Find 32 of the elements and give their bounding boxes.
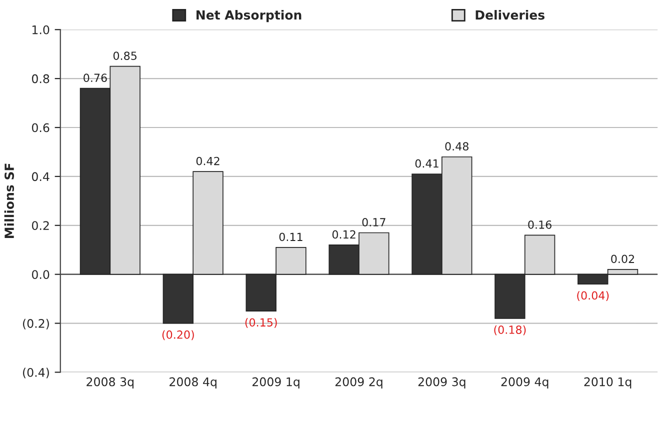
y-tick-label: 0.4 bbox=[32, 172, 50, 182]
data-label: 0.76 bbox=[84, 74, 107, 82]
y-tick-label: 0.8 bbox=[32, 74, 50, 84]
y-tick-label: 0.6 bbox=[32, 123, 50, 132]
data-label: 0.48 bbox=[445, 142, 468, 151]
y-tick-label: (0.4) bbox=[23, 368, 49, 378]
data-label: 0.16 bbox=[528, 220, 552, 229]
data-label: 0.42 bbox=[196, 156, 220, 166]
y-tick-label: 0.0 bbox=[32, 270, 50, 279]
data-label: (0.04) bbox=[577, 291, 609, 301]
data-label: 0.17 bbox=[362, 218, 386, 226]
data-label: 0.41 bbox=[415, 159, 438, 168]
y-axis-title: Millions SF bbox=[4, 164, 14, 238]
legend-label: Net Absorption bbox=[196, 10, 302, 22]
data-label: (0.20) bbox=[162, 330, 194, 340]
data-label: 0.85 bbox=[113, 52, 136, 60]
data-label: (0.15) bbox=[245, 318, 277, 328]
x-tick-label: 2009 4q bbox=[501, 377, 548, 389]
x-tick-label: 2008 4q bbox=[170, 377, 216, 389]
legend-label: Deliveries bbox=[476, 10, 544, 20]
data-label: 0.12 bbox=[332, 230, 356, 239]
x-tick-label: 2009 1q bbox=[252, 377, 300, 389]
x-tick-label: 2009 3q bbox=[418, 377, 466, 389]
x-tick-label: 2010 1q bbox=[584, 377, 632, 389]
y-tick-label: (0.2) bbox=[23, 318, 49, 330]
x-tick-label: 2009 2q bbox=[335, 377, 382, 389]
y-tick-label: 0.2 bbox=[32, 221, 49, 230]
data-label: 0.11 bbox=[279, 232, 302, 242]
y-tick-label: 1.0 bbox=[32, 25, 50, 34]
x-tick-label: 2008 3q bbox=[86, 377, 134, 389]
data-label: (0.18) bbox=[494, 325, 526, 336]
data-label: 0.02 bbox=[611, 254, 634, 264]
